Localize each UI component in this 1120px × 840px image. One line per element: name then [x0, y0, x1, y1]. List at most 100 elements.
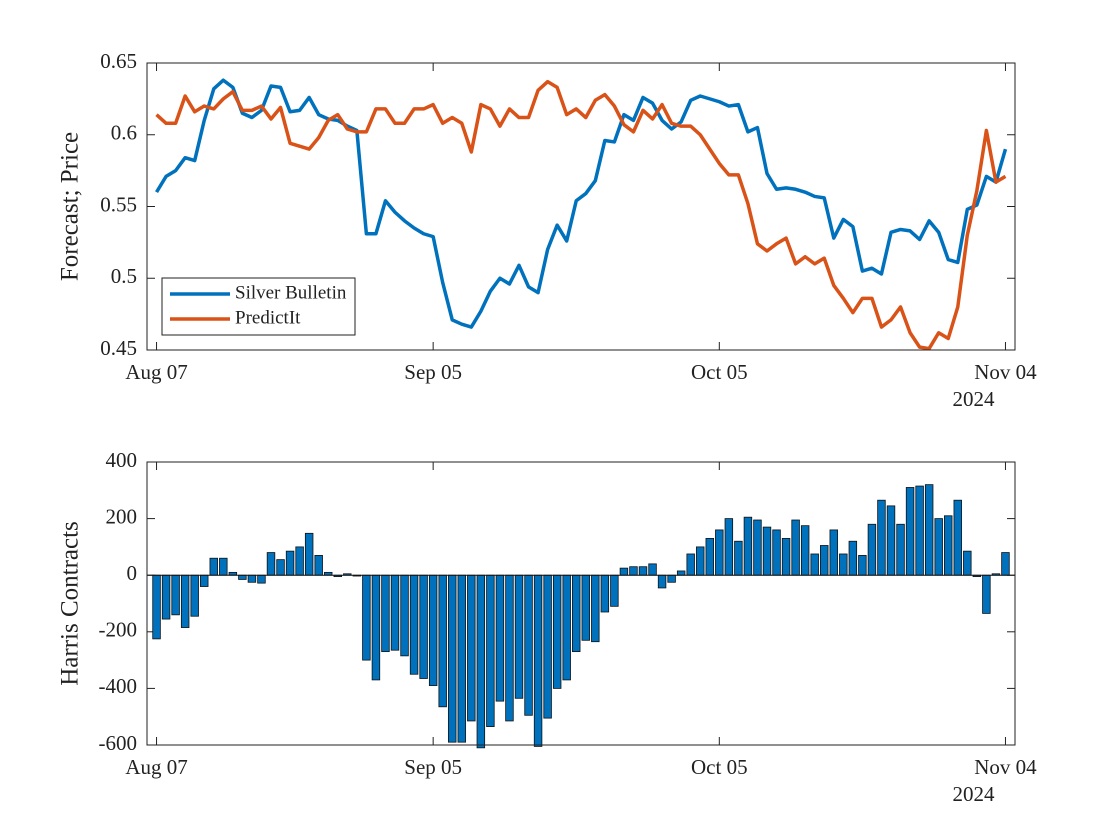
bar: [486, 574, 495, 728]
bar: [371, 574, 381, 681]
bar: [419, 574, 428, 679]
bar: [982, 574, 991, 614]
bar: [505, 574, 514, 722]
bar: [171, 574, 180, 616]
axes-box: [146, 461, 1016, 746]
x-tick-label: Oct 05: [691, 755, 748, 779]
bar: [905, 487, 915, 576]
bar: [800, 525, 810, 576]
x-tick-label: Nov 04: [974, 360, 1037, 384]
axes-box: [146, 62, 1016, 351]
bar: [762, 526, 772, 576]
bar: [667, 574, 676, 583]
y-tick-label: -400: [99, 674, 138, 698]
bar: [1001, 552, 1010, 576]
bar: [448, 574, 457, 743]
y-tick-label: 0.5: [111, 264, 137, 288]
bar: [514, 574, 524, 699]
y-tick-label: 0.55: [100, 192, 137, 216]
bar: [552, 574, 562, 689]
bar: [161, 574, 171, 620]
bar: [829, 529, 838, 576]
y-tick-label: -200: [99, 618, 138, 642]
bar: [562, 574, 571, 681]
bar: [743, 516, 753, 576]
bar: [753, 519, 762, 576]
y-tick-label: -600: [99, 731, 138, 755]
bar: [390, 574, 400, 651]
bar: [295, 546, 304, 576]
series-line: [155, 78, 1008, 329]
bar: [247, 574, 257, 583]
bar: [219, 557, 228, 576]
x-tick-label: Sep 05: [404, 360, 462, 384]
bar: [476, 574, 486, 749]
bar: [190, 574, 199, 617]
legend-label: PredictIt: [235, 307, 301, 328]
bar: [266, 552, 276, 576]
bar: [572, 574, 581, 653]
bar: [257, 574, 266, 584]
legend-label: Silver Bulletin: [235, 282, 347, 303]
bar: [304, 532, 314, 576]
bar: [858, 554, 867, 576]
bar: [314, 554, 323, 576]
x-year-label: 2024: [952, 387, 995, 411]
bar: [638, 566, 648, 576]
x-tick-label: Sep 05: [404, 755, 462, 779]
bar: [591, 574, 600, 643]
y-tick-label: 0.65: [100, 49, 137, 73]
bar: [839, 553, 848, 576]
bar: [533, 574, 543, 747]
bar: [409, 574, 419, 675]
bar: [438, 574, 447, 708]
bar: [877, 499, 886, 576]
y-axis-label: Forecast; Price: [57, 132, 84, 281]
bar: [238, 574, 247, 580]
bar: [896, 523, 905, 576]
bar: [276, 559, 285, 576]
bar: [696, 546, 705, 576]
y-tick-label: 0: [127, 561, 138, 585]
x-tick-label: Oct 05: [691, 360, 748, 384]
bar: [934, 518, 943, 576]
bar: [400, 574, 409, 657]
bar: [676, 570, 686, 576]
y-tick-label: 400: [106, 448, 138, 472]
bar: [619, 567, 629, 576]
bar: [810, 553, 819, 576]
bar: [362, 574, 371, 661]
bar: [610, 574, 619, 607]
bar: [285, 550, 295, 576]
bar: [705, 538, 714, 576]
bar: [600, 574, 610, 613]
series-line: [155, 79, 1007, 351]
bar: [524, 574, 533, 716]
y-tick-label: 200: [106, 504, 138, 528]
x-tick-label: Aug 07: [125, 755, 187, 779]
bar: [924, 484, 934, 576]
bar: [886, 505, 896, 576]
x-year-label: 2024: [952, 782, 995, 806]
bar: [915, 485, 924, 576]
bar: [543, 574, 552, 719]
bar: [944, 515, 953, 576]
bar: [791, 519, 800, 576]
bar: [209, 557, 218, 576]
bar: [781, 538, 791, 576]
bar: [629, 566, 638, 576]
bar: [200, 574, 209, 587]
bar: [457, 574, 466, 743]
bar: [467, 574, 476, 722]
y-tick-label: 0.45: [100, 336, 137, 360]
bar: [715, 529, 724, 576]
bar: [581, 574, 590, 641]
bar: [963, 550, 972, 576]
bar: [848, 540, 858, 576]
bar: [648, 563, 657, 576]
bar: [820, 545, 829, 576]
bar: [381, 574, 390, 653]
x-tick-label: Aug 07: [125, 360, 187, 384]
bar: [152, 574, 161, 640]
